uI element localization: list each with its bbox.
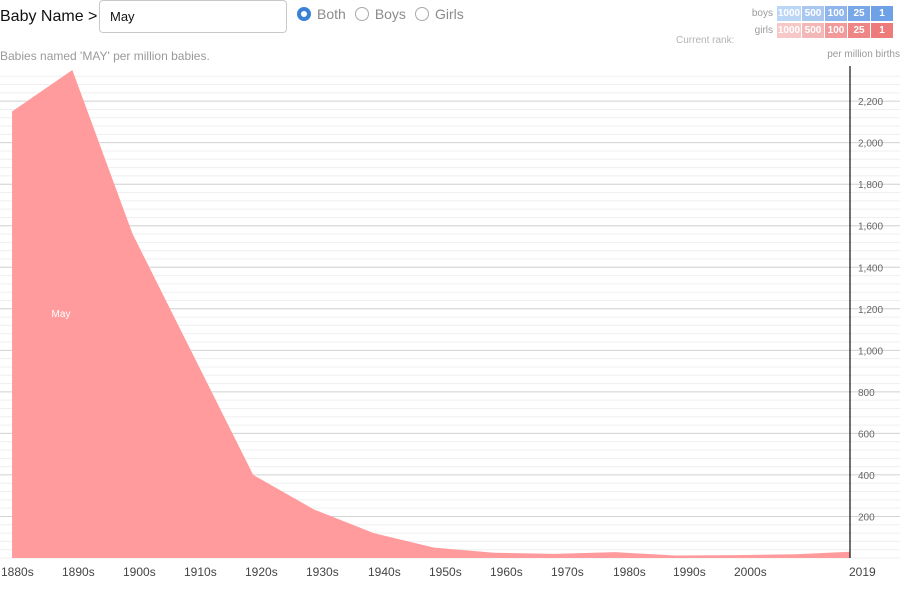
- series-area-may[interactable]: [12, 70, 850, 558]
- radio-boys-circle[interactable]: [354, 7, 369, 21]
- rank-cell[interactable]: 1000: [777, 22, 801, 38]
- rank-cell[interactable]: 1000: [777, 5, 801, 21]
- x-tick-label: 1980s: [613, 565, 646, 579]
- y-tick-label: 600: [858, 429, 875, 440]
- radio-girls[interactable]: Girls: [414, 6, 464, 22]
- radio-girls-label: Girls: [434, 6, 464, 22]
- name-search-input[interactable]: [99, 0, 287, 33]
- rank-cell[interactable]: 25: [848, 5, 870, 21]
- radio-boys[interactable]: Boys: [354, 6, 406, 22]
- rank-legend: boys 1000 500 100 25 1 girls 1000 500 10…: [745, 5, 894, 39]
- y-tick-label: 1,000: [858, 346, 883, 357]
- y-tick-labels: 200 400 600 800 1,000 1,200 1,400 1,600 1,800 2,0…: [858, 97, 883, 523]
- x-tick-label: 1890s: [62, 565, 95, 579]
- x-tick-label: 1990s: [673, 565, 706, 579]
- unit-label: per million births: [827, 49, 900, 60]
- rank-cell[interactable]: 100: [825, 5, 847, 21]
- current-rank-label: Current rank:: [676, 35, 735, 46]
- x-tick-labels: 1880s 1890s 1900s 1910s 1920s 1930s 1940s 1950s…: [1, 565, 876, 579]
- rank-row-boys: boys 1000 500 100 25 1: [745, 5, 894, 21]
- x-tick-label: 1940s: [368, 565, 401, 579]
- x-tick-label: 1950s: [429, 565, 462, 579]
- y-tick-label: 1,800: [858, 180, 883, 191]
- y-tick-label: 400: [858, 471, 875, 482]
- radio-both[interactable]: Both: [297, 6, 346, 22]
- radio-both-circle[interactable]: [297, 7, 311, 21]
- rank-row-girls: girls 1000 500 100 25 1: [745, 22, 894, 38]
- y-tick-label: 800: [858, 388, 875, 399]
- y-tick-label: 200: [858, 512, 875, 523]
- x-tick-label: 1930s: [306, 565, 339, 579]
- rank-cell[interactable]: 1: [871, 22, 893, 38]
- x-tick-label: 2019: [849, 565, 876, 579]
- baby-name-label: Baby Name >: [0, 8, 98, 25]
- x-tick-label: 1970s: [551, 565, 584, 579]
- x-tick-label: 1880s: [1, 565, 34, 579]
- x-tick-label: 1900s: [123, 565, 156, 579]
- radio-boys-label: Boys: [374, 6, 406, 22]
- y-tick-label: 2,000: [858, 139, 883, 150]
- x-tick-label: 1960s: [490, 565, 523, 579]
- y-tick-label: 1,200: [858, 305, 883, 316]
- sex-filter: Both Boys Girls: [297, 6, 473, 22]
- rank-cell[interactable]: 25: [848, 22, 870, 38]
- radio-both-label: Both: [317, 6, 346, 22]
- y-tick-label: 2,200: [858, 97, 883, 108]
- x-tick-label: 1920s: [245, 565, 278, 579]
- rank-row-label: girls: [754, 24, 773, 36]
- rank-cell[interactable]: 500: [802, 5, 824, 21]
- x-tick-label: 1910s: [184, 565, 217, 579]
- rank-cell[interactable]: 100: [825, 22, 847, 38]
- x-tick-label: 2000s: [734, 565, 767, 579]
- rank-cell[interactable]: 1: [871, 5, 893, 21]
- y-tick-label: 1,600: [858, 222, 883, 233]
- rank-cell[interactable]: 500: [802, 22, 824, 38]
- chart-subtitle: Babies named 'MAY' per million babies.: [0, 49, 210, 63]
- series-label-may: May: [52, 309, 71, 320]
- y-tick-label: 1,400: [858, 263, 883, 274]
- rank-row-label: boys: [751, 7, 773, 19]
- radio-girls-circle[interactable]: [414, 7, 429, 21]
